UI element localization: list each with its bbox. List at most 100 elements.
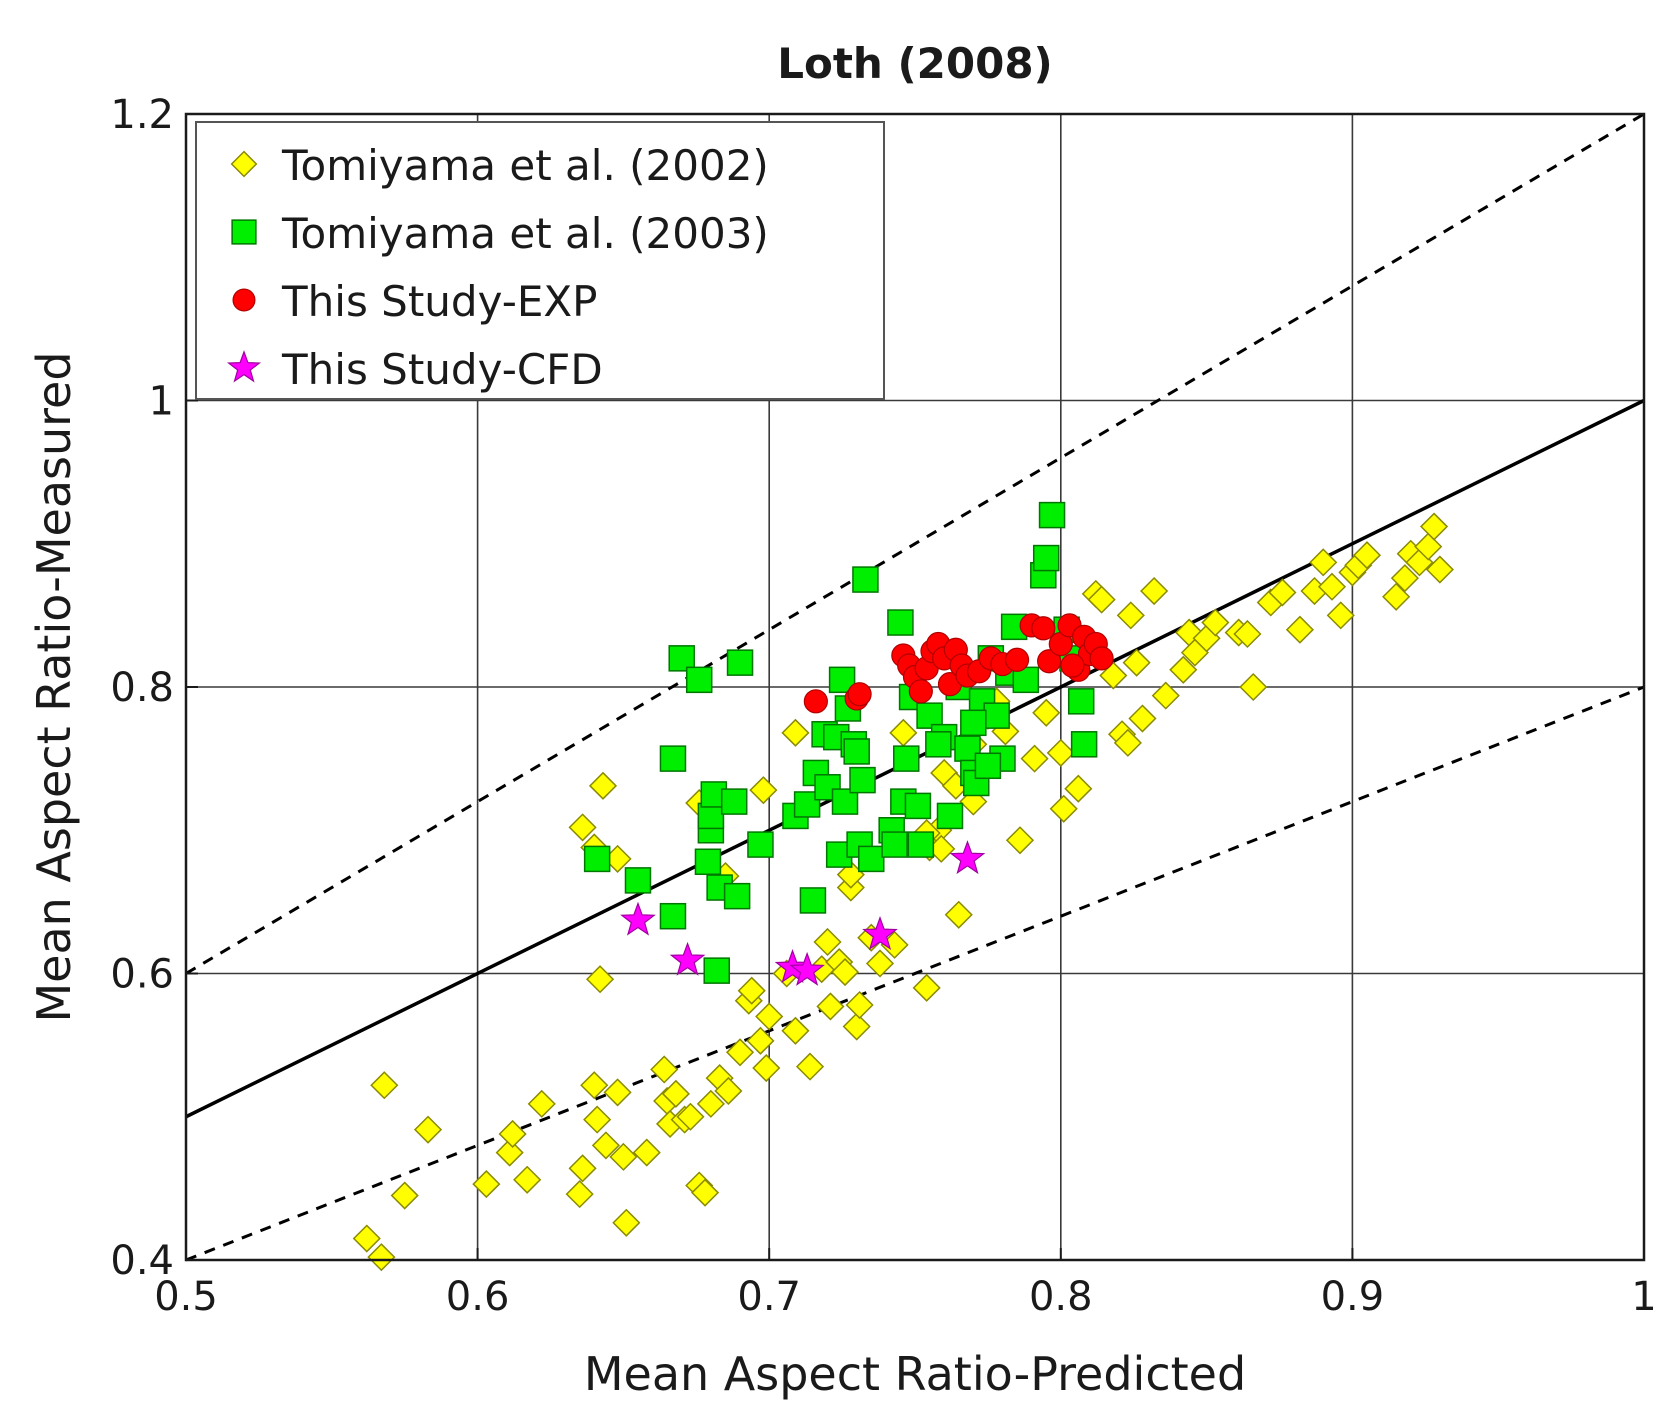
diamond-marker — [1020, 744, 1049, 773]
legend-entry-label: This Study-CFD — [281, 345, 603, 394]
square-marker — [907, 831, 935, 858]
diamond-marker — [1317, 572, 1347, 601]
lower-20pct-line — [185, 685, 1645, 1262]
square-marker — [799, 887, 827, 914]
diamond-marker — [944, 900, 973, 929]
diamond-marker — [1233, 619, 1262, 649]
diamond-marker — [696, 1089, 725, 1118]
diamond-marker — [737, 976, 766, 1005]
data-markers — [352, 501, 1454, 1272]
circle-marker — [1031, 616, 1056, 641]
circle-marker — [908, 679, 933, 704]
diamond-marker — [591, 1131, 620, 1160]
legend-entry-label: Tomiyama et al. (2002) — [281, 141, 769, 190]
diamond-marker — [1382, 582, 1411, 611]
diamond-marker — [813, 927, 842, 957]
star-marker — [789, 951, 825, 986]
x-axis-label: Mean Aspect Ratio-Predicted — [584, 1347, 1246, 1401]
x-tick-label: 1 — [1631, 1274, 1656, 1320]
diamond-marker — [1352, 541, 1382, 570]
square-marker — [685, 666, 713, 694]
y-tick-label: 0.4 — [110, 1238, 174, 1284]
y-axis-ticks: 0.4 0.6 0.8 1 1.2 — [110, 92, 198, 1284]
diamond-marker — [842, 1012, 871, 1041]
square-marker — [668, 645, 695, 672]
diamond-marker — [1326, 601, 1355, 630]
circle-marker — [803, 689, 828, 714]
diamond-marker — [1064, 774, 1093, 803]
diamond-marker — [865, 949, 895, 978]
diamond-marker — [1140, 576, 1169, 606]
square-marker — [659, 745, 687, 772]
legend-box — [195, 121, 885, 400]
legend-star-marker — [226, 350, 262, 383]
diamond-marker — [1239, 672, 1268, 702]
diamond-marker — [472, 1170, 501, 1199]
diamond-marker — [781, 1016, 810, 1045]
square-marker — [1070, 731, 1098, 758]
y-tick-label: 0.6 — [110, 952, 174, 998]
diamond-marker — [781, 718, 810, 747]
diamond-marker — [632, 1138, 661, 1167]
diamond-marker — [513, 1165, 542, 1194]
diamond-marker — [1128, 704, 1157, 733]
diamond-marker — [725, 1038, 755, 1067]
diamond-marker — [661, 1079, 690, 1108]
circle-marker — [847, 682, 872, 707]
series-circle-group — [803, 613, 1114, 714]
diamond-marker — [749, 776, 778, 805]
diamond-marker — [390, 1181, 419, 1210]
legend-diamond-marker — [230, 150, 258, 178]
y-tick-label: 1 — [149, 379, 174, 425]
legend-entry-label: Tomiyama et al. (2003) — [281, 209, 769, 258]
diamond-marker — [612, 1208, 641, 1237]
diamond-marker — [609, 1142, 638, 1171]
diamond-marker — [367, 1243, 396, 1272]
star-marker — [620, 901, 656, 936]
x-tick-label: 0.5 — [154, 1274, 218, 1320]
square-marker — [703, 957, 730, 984]
square-marker — [936, 802, 964, 830]
legend-entry-label: This Study-EXP — [281, 277, 598, 326]
square-marker — [1067, 688, 1095, 715]
diamond-marker — [755, 1002, 784, 1031]
square-marker — [960, 709, 987, 737]
diamond-marker — [565, 1180, 594, 1209]
diamond-marker — [1116, 601, 1145, 630]
diamond-marker — [370, 1071, 399, 1100]
diamond-marker — [1087, 585, 1116, 614]
star-marker — [862, 916, 898, 951]
diamond-marker — [650, 1055, 679, 1084]
diamond-marker — [352, 1224, 381, 1253]
square-marker — [747, 831, 774, 858]
diamond-marker — [588, 771, 618, 800]
circle-marker — [1089, 646, 1114, 671]
diamond-marker — [1151, 681, 1180, 710]
diamond-marker — [495, 1138, 524, 1167]
square-marker — [974, 752, 1002, 780]
square-marker — [849, 766, 876, 794]
series-square-group — [583, 501, 1098, 984]
diamond-marker — [1425, 555, 1454, 584]
diamond-marker — [1268, 578, 1297, 607]
legend: Tomiyama et al. (2002) Tomiyama et al. (2… — [195, 121, 885, 400]
diamond-marker — [1049, 794, 1078, 823]
diamond-marker — [1285, 615, 1314, 644]
square-marker — [694, 848, 722, 876]
diamond-marker — [1113, 728, 1142, 757]
star-marker — [949, 840, 986, 875]
diamond-marker — [568, 813, 597, 842]
diamond-marker — [1122, 648, 1151, 677]
x-tick-label: 0.8 — [1029, 1274, 1093, 1320]
x-tick-label: 0.9 — [1321, 1274, 1385, 1320]
diamond-marker — [1169, 655, 1198, 684]
diamond-marker — [752, 1053, 781, 1083]
diamond-marker — [845, 990, 874, 1020]
square-marker — [843, 738, 870, 765]
square-marker — [904, 792, 932, 820]
square-marker — [852, 566, 879, 593]
diamond-marker — [498, 1119, 527, 1149]
square-marker — [893, 745, 920, 772]
